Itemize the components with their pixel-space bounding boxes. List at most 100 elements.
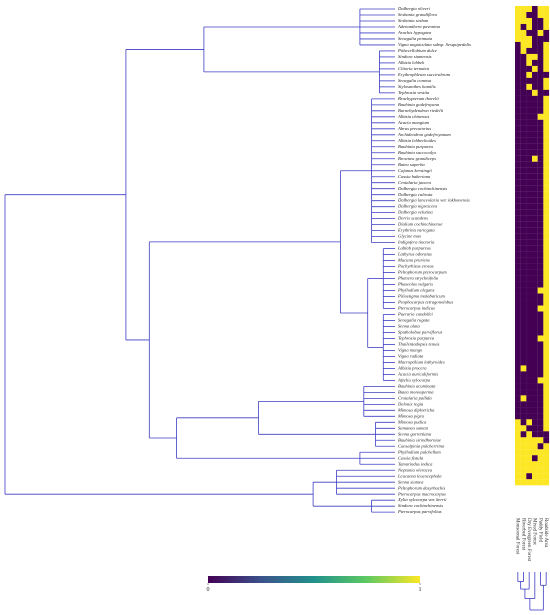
heatmap-cell [520, 113, 527, 120]
heatmap-cell [532, 137, 538, 144]
heatmap-cell [526, 419, 533, 426]
heatmap-cell [526, 473, 533, 480]
heatmap-cell [520, 419, 527, 426]
heatmap-cell [532, 11, 538, 19]
heatmap-cell [532, 185, 538, 192]
heatmap-cell [520, 443, 527, 450]
heatmap-cell [526, 251, 533, 258]
heatmap-cell [532, 125, 538, 132]
heatmap-cell [532, 371, 538, 378]
heatmap-cell [520, 257, 527, 264]
heatmap-cell [537, 341, 544, 348]
row-label: Pachyrhizus erosus [397, 264, 434, 269]
heatmap-cell [532, 107, 538, 114]
heatmap-cell [532, 23, 538, 31]
heatmap-cell [520, 6, 527, 13]
heatmap-cell [543, 467, 550, 474]
heatmap-cell [520, 239, 527, 246]
row-label: Phaseolus vulgaris [397, 282, 433, 287]
heatmap-cell [537, 101, 544, 108]
heatmap-cell [537, 53, 544, 61]
heatmap-cell [537, 419, 544, 426]
heatmap-cell [515, 419, 521, 426]
heatmap-cell [520, 431, 527, 438]
heatmap-cell [520, 251, 527, 258]
heatmap-cell [537, 23, 544, 31]
heatmap-cell [520, 377, 527, 384]
heatmap-cell [520, 71, 527, 78]
row-label: Acacia mangium [397, 120, 430, 125]
heatmap-cell [520, 161, 527, 168]
heatmap-cell [543, 89, 550, 96]
heatmap-cell [532, 65, 538, 72]
heatmap-cell [520, 143, 527, 150]
heatmap-cell [532, 71, 538, 78]
heatmap-cell [526, 101, 533, 108]
row-label: Xylia xylocarpa var. kerrii [397, 497, 447, 502]
heatmap-cell [515, 185, 521, 192]
heatmap-cell [520, 329, 527, 336]
row-label: Psophocarpus tetragonolobus [397, 300, 453, 305]
row-label: Sesbania grandiflora [398, 12, 438, 17]
heatmap-cell [520, 89, 527, 96]
row-label: Neptunia oleracea [397, 467, 433, 472]
heatmap-cell [520, 59, 527, 67]
heatmap-cell [526, 323, 533, 330]
heatmap-cell [520, 107, 527, 114]
heatmap-cell [520, 281, 527, 288]
heatmap-cell [537, 251, 544, 258]
heatmap-cell [532, 461, 538, 468]
heatmap-cell [526, 53, 533, 61]
heatmap-cell [515, 149, 521, 156]
row-label: Peltophorum dasyrhachis [397, 485, 445, 490]
heatmap-cell [526, 371, 533, 378]
heatmap-cell [515, 209, 521, 216]
heatmap-cell [520, 167, 527, 174]
heatmap-cell [526, 467, 533, 474]
heatmap-cell [537, 227, 544, 234]
heatmap-cell [520, 173, 527, 180]
heatmap-cell [526, 461, 533, 468]
heatmap-cell [543, 11, 550, 19]
heatmap-cell [543, 437, 550, 444]
heatmap-cell [532, 143, 538, 150]
heatmap-cell [515, 77, 521, 84]
heatmap-cell [537, 107, 544, 114]
heatmap-cell [543, 395, 550, 402]
heatmap-cell [526, 59, 533, 67]
heatmap-cell [515, 161, 521, 168]
heatmap-cell [515, 263, 521, 270]
heatmap-cell [526, 359, 533, 366]
heatmap-cell [537, 329, 544, 336]
heatmap-cell [537, 161, 544, 168]
heatmap-cell [520, 77, 527, 84]
heatmap-cell [543, 35, 550, 43]
column-label: Roadside Area [543, 518, 548, 548]
heatmap-cell [520, 119, 527, 126]
heatmap-cell [537, 263, 544, 270]
heatmap-cell [537, 425, 544, 432]
heatmap-cell [532, 251, 538, 258]
heatmap-cell [537, 461, 544, 468]
heatmap-cell [532, 281, 538, 288]
heatmap-cell [537, 437, 544, 444]
heatmap-cell [526, 149, 533, 156]
heatmap-cell [515, 167, 521, 174]
heatmap-cell [515, 155, 521, 162]
row-label: Barnebydendron riedelii [398, 108, 444, 113]
heatmap-cell [537, 311, 544, 318]
heatmap-cell [543, 383, 550, 390]
heatmap-cell [543, 449, 550, 456]
heatmap-cell [532, 173, 538, 180]
heatmap-cell [532, 221, 538, 228]
heatmap-cell [532, 335, 538, 342]
heatmap-cell [515, 197, 521, 204]
row-label: Senegalia rugata [398, 318, 430, 323]
heatmap-cell [520, 293, 527, 300]
row-label: Dalbergia nigrescens [397, 204, 438, 209]
heatmap-cell [532, 299, 538, 306]
row-label: Senegalia comosa [398, 78, 432, 83]
row-label: Arachis hypogaea [397, 30, 432, 35]
heatmap-cell [526, 227, 533, 234]
heatmap-cell [526, 185, 533, 192]
